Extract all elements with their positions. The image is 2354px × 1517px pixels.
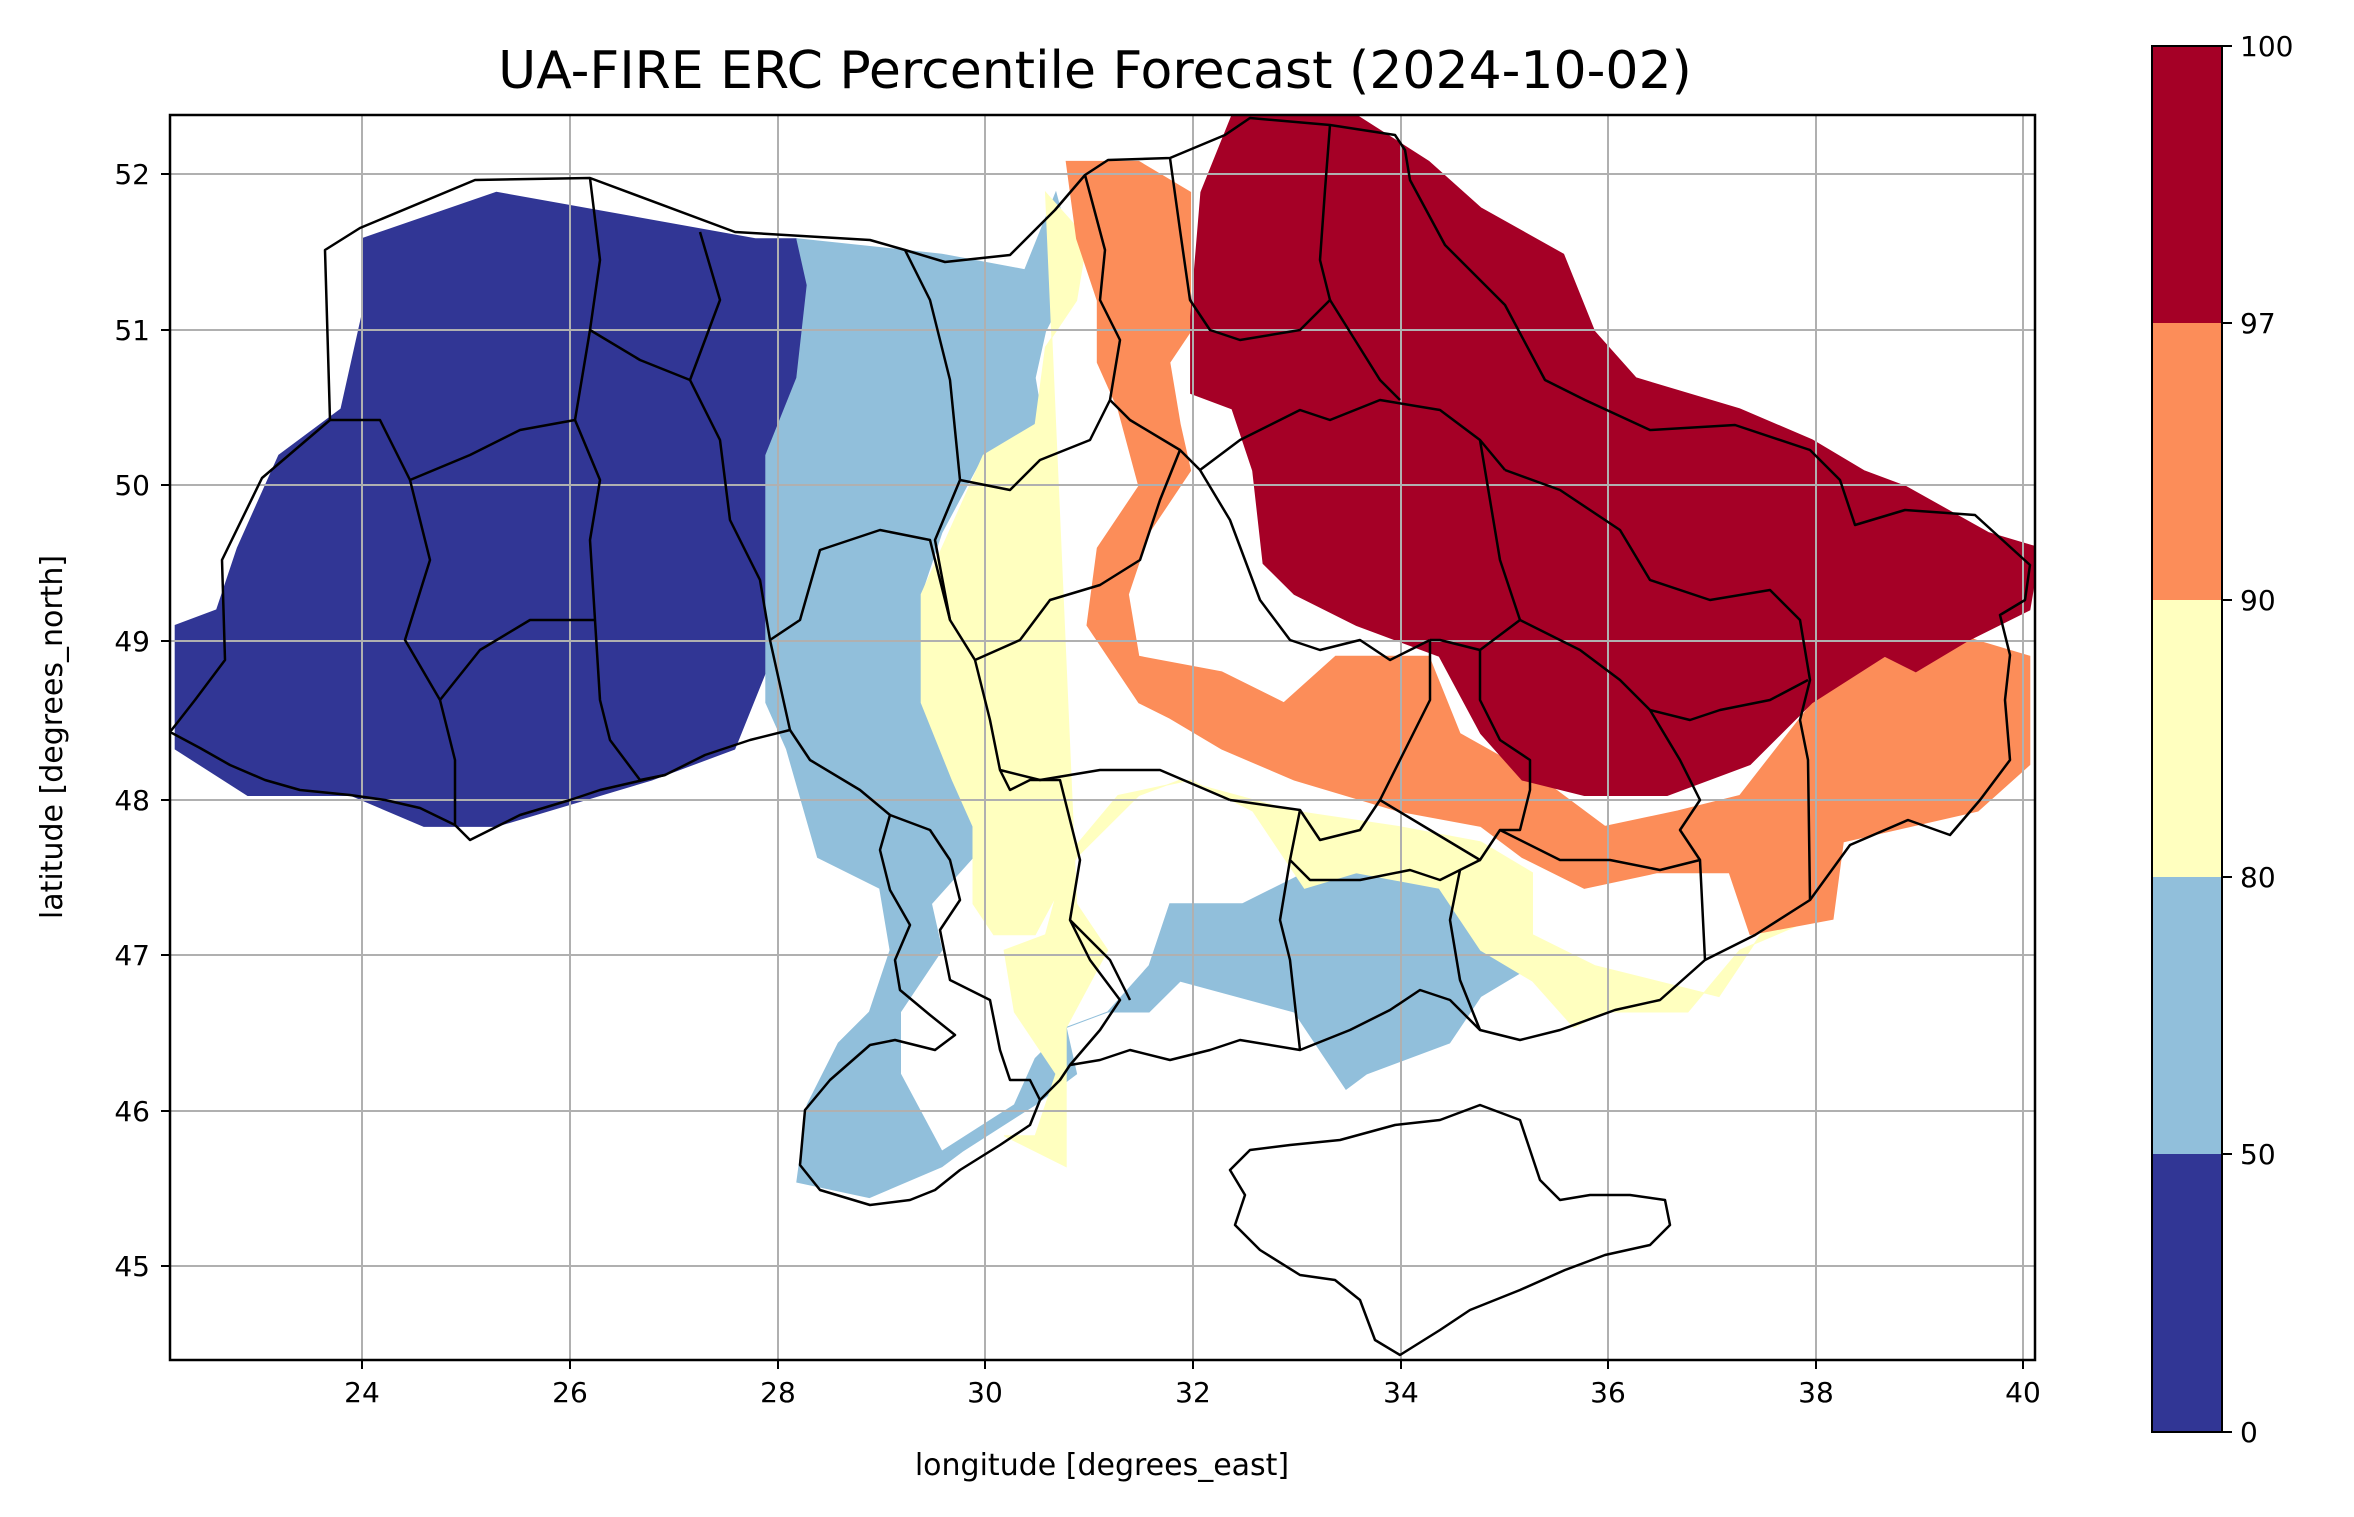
y-tick-label: 50 bbox=[114, 469, 150, 502]
oblast-border bbox=[439, 618, 595, 701]
oblast-border bbox=[1379, 650, 1532, 862]
crimea-border bbox=[1228, 1103, 1672, 1357]
y-tick: 52 bbox=[114, 158, 170, 191]
y-tick-label: 46 bbox=[114, 1095, 150, 1128]
colorbar-tick-label: 97 bbox=[2240, 307, 2276, 340]
x-tick: 30 bbox=[967, 1360, 1003, 1409]
y-axis-label: latitude [degrees_north] bbox=[35, 555, 70, 919]
y-tick-label: 51 bbox=[114, 314, 150, 347]
oblast-border bbox=[403, 479, 457, 825]
map-frame bbox=[168, 113, 2037, 1362]
y-axis: 45 46 47 48 49 50 51 52 bbox=[114, 158, 170, 1283]
x-tick-label: 38 bbox=[1798, 1376, 1834, 1409]
oblast-border bbox=[1499, 828, 1701, 872]
colorbar-tick: 97 bbox=[2222, 307, 2276, 340]
oblast-border bbox=[1504, 468, 1812, 901]
map-title: UA-FIRE ERC Percentile Forecast (2024-10… bbox=[498, 41, 1692, 101]
x-tick-label: 36 bbox=[1590, 1376, 1626, 1409]
x-tick: 38 bbox=[1798, 1360, 1834, 1409]
oblast-border bbox=[1328, 299, 1401, 401]
oblast-border bbox=[889, 813, 1042, 1101]
oblast-border bbox=[688, 231, 792, 731]
oblast-border bbox=[998, 769, 1122, 1066]
y-tick-label: 52 bbox=[114, 158, 150, 191]
oblast-border bbox=[330, 177, 602, 482]
oblast-border bbox=[1648, 709, 1707, 961]
colorbar-frame bbox=[2151, 45, 2223, 1433]
x-tick: 24 bbox=[344, 1360, 380, 1409]
colorbar-tick: 100 bbox=[2222, 30, 2293, 63]
oblast-border bbox=[903, 249, 962, 621]
x-tick: 36 bbox=[1590, 1360, 1626, 1409]
admin-borders bbox=[170, 116, 2032, 1357]
colorbar-tick-label: 90 bbox=[2240, 584, 2276, 617]
colorbar-tick: 50 bbox=[2222, 1138, 2276, 1171]
y-tick-label: 45 bbox=[114, 1250, 150, 1283]
colorbar-tick: 0 bbox=[2222, 1416, 2258, 1449]
y-tick: 47 bbox=[114, 939, 170, 972]
oblast-border bbox=[1288, 809, 1481, 882]
y-tick: 46 bbox=[114, 1095, 170, 1128]
oblast-border bbox=[1229, 640, 1432, 842]
y-tick-label: 47 bbox=[114, 939, 150, 972]
colorbar-swatch-97-100 bbox=[2152, 46, 2222, 323]
x-tick-label: 26 bbox=[552, 1376, 588, 1409]
y-tick-label: 48 bbox=[114, 784, 150, 817]
colorbar-tick: 90 bbox=[2222, 584, 2276, 617]
colorbar-swatch-50-80 bbox=[2152, 877, 2222, 1154]
y-tick: 49 bbox=[114, 625, 170, 658]
colorbar-tick-label: 0 bbox=[2240, 1416, 2258, 1449]
oblast-border bbox=[1109, 399, 1181, 452]
x-tick-label: 40 bbox=[2005, 1376, 2041, 1409]
colorbar-swatch-0-50 bbox=[2152, 1154, 2222, 1432]
y-tick: 48 bbox=[114, 784, 170, 817]
colorbar-tick-label: 100 bbox=[2240, 30, 2293, 63]
oblast-border bbox=[573, 419, 666, 782]
y-tick: 51 bbox=[114, 314, 170, 347]
country-border bbox=[170, 116, 2032, 1207]
x-tick: 32 bbox=[1175, 1360, 1211, 1409]
oblast-border bbox=[1278, 859, 1302, 1051]
x-tick: 40 bbox=[2005, 1360, 2041, 1409]
y-tick-label: 49 bbox=[114, 625, 150, 658]
oblast-border bbox=[1519, 618, 1809, 722]
y-tick: 45 bbox=[114, 1250, 170, 1283]
x-tick-label: 30 bbox=[967, 1376, 1003, 1409]
x-tick-label: 32 bbox=[1175, 1376, 1211, 1409]
x-tick-label: 24 bbox=[344, 1376, 380, 1409]
x-tick-label: 28 bbox=[760, 1376, 796, 1409]
gridlines bbox=[170, 115, 2035, 1360]
colorbar-tick: 80 bbox=[2222, 861, 2276, 894]
colorbar: 0 50 80 90 97 100 bbox=[2151, 30, 2293, 1449]
x-axis-label: longitude [degrees_east] bbox=[915, 1448, 1289, 1483]
colorbar-swatch-80-90 bbox=[2152, 600, 2222, 877]
x-axis: 24 26 28 30 32 34 36 38 40 bbox=[344, 1360, 2041, 1409]
oblast-border bbox=[1448, 869, 1482, 1031]
x-tick: 34 bbox=[1383, 1360, 1419, 1409]
oblast-border bbox=[1168, 124, 1332, 342]
x-tick: 28 bbox=[760, 1360, 796, 1409]
colorbar-swatch-90-97 bbox=[2152, 323, 2222, 600]
x-tick: 26 bbox=[552, 1360, 588, 1409]
x-tick-label: 34 bbox=[1383, 1376, 1419, 1409]
oblast-border bbox=[1199, 398, 1506, 471]
colorbar-tick-label: 80 bbox=[2240, 861, 2276, 894]
oblast-border bbox=[589, 328, 691, 382]
y-tick: 50 bbox=[114, 469, 170, 502]
oblast-border bbox=[1069, 919, 1132, 1001]
colorbar-tick-label: 50 bbox=[2240, 1138, 2276, 1171]
erc-region-90-97 bbox=[1065, 160, 2031, 936]
